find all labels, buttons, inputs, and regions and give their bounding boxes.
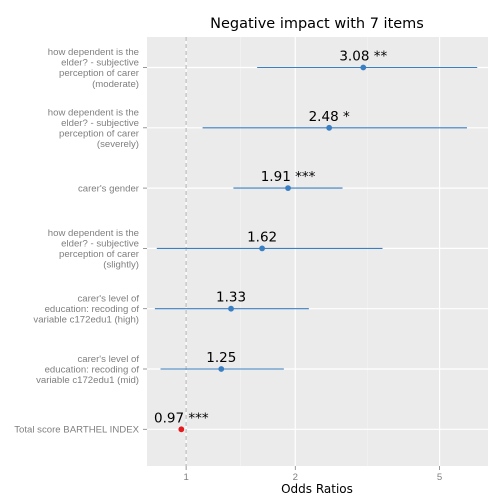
row-label-line: (severely) [97, 139, 139, 150]
estimate-label: 0.97 *** [154, 410, 209, 426]
row-label-line: how dependent is the [48, 47, 139, 58]
estimate-point [228, 305, 234, 312]
estimate-label: 1.33 [216, 290, 246, 306]
x-axis-title: Odds Ratios [281, 482, 353, 496]
estimate-label: 1.25 [206, 350, 236, 366]
estimate-label: 3.08 ** [339, 49, 387, 65]
row-label-line: how dependent is the [48, 107, 139, 118]
row-label-line: (moderate) [92, 79, 139, 90]
row-label-line: Total score BARTHEL INDEX [14, 425, 139, 436]
row-label-line: how dependent is the [48, 228, 139, 239]
row-label: how dependent is the elder? - subjective p… [48, 107, 140, 150]
row-label-line: carer's gender [78, 184, 140, 195]
estimate-label: 1.62 [247, 229, 277, 245]
chart-title: Negative impact with 7 items [210, 16, 424, 32]
row-label-line: education: recoding of [45, 304, 140, 315]
plot-panel [147, 37, 488, 466]
estimate-point [326, 124, 333, 131]
estimate-point [285, 185, 291, 192]
row-label-line: carer's level of [77, 294, 139, 305]
row-label: carer's level of education: recoding of va… [36, 354, 139, 386]
estimate-label: 1.91 *** [261, 169, 316, 185]
row-label: carer's level of education: recoding of va… [33, 294, 139, 326]
x-axis-ticks: 1 2 5 [183, 466, 442, 483]
row-label-line: variable c172edu1 (mid) [36, 375, 139, 386]
row-label-line: elder? - subjective [61, 239, 139, 250]
estimate-point [218, 366, 225, 372]
row-label: Total score BARTHEL INDEX [14, 425, 139, 436]
row-label-line: education: recoding of [45, 364, 140, 375]
row-label-line: variable c172edu1 (high) [33, 315, 139, 326]
x-tick-label: 1 [183, 472, 188, 483]
estimate-point [259, 245, 265, 252]
y-axis-labels: how dependent is the elder? - subjective p… [14, 47, 147, 436]
row-label: carer's gender [78, 184, 140, 195]
data-marks: 3.08 ** 2.48 * 1.91 *** 1.62 1.33 1.25 0.97 **… [154, 49, 478, 433]
row-label: how dependent is the elder? - subjective p… [48, 47, 140, 90]
row-label-line: perception of carer [59, 129, 140, 140]
estimate-label: 2.48 * [309, 109, 350, 125]
row-label-line: perception of carer [59, 249, 140, 260]
row-label-line: carer's level of [77, 354, 139, 365]
estimate-point [360, 64, 367, 71]
row-label-line: (slightly) [103, 260, 139, 271]
row-label: how dependent is the elder? - subjective p… [48, 228, 140, 271]
row-label-line: elder? - subjective [61, 58, 139, 69]
x-tick-label: 2 [293, 472, 298, 483]
row-label-line: perception of carer [59, 68, 140, 79]
x-tick-label: 5 [437, 472, 442, 483]
row-label-line: elder? - subjective [61, 118, 139, 129]
estimate-point [178, 426, 185, 433]
